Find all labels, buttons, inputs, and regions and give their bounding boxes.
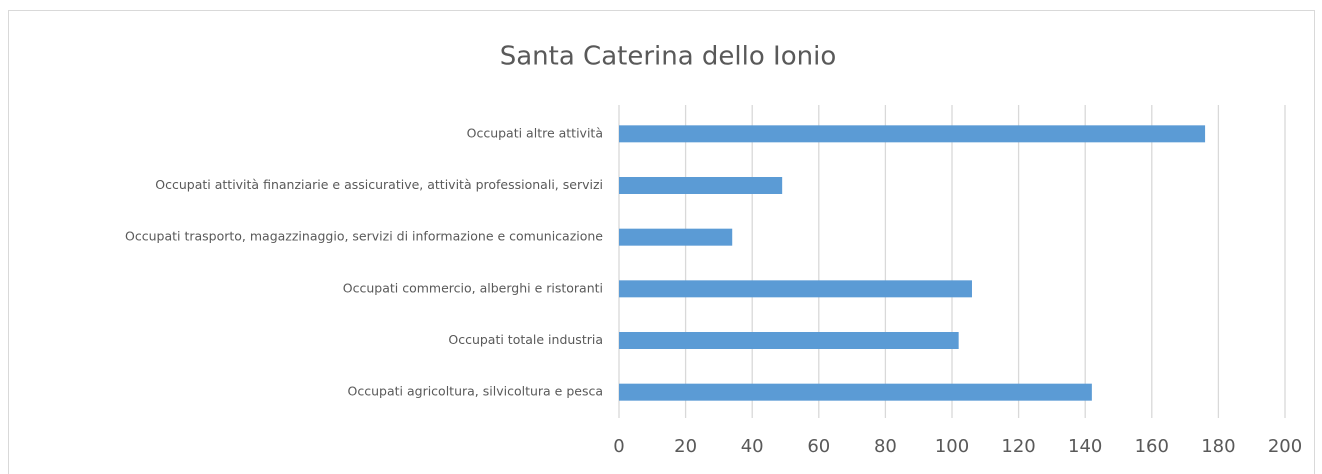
x-tick-label: 100	[935, 436, 969, 457]
y-tick-label: Occupati altre attività	[467, 125, 603, 140]
y-tick-label: Occupati attività finanziarie e assicura…	[155, 177, 603, 192]
x-tick-label: 120	[1001, 436, 1035, 457]
y-tick-label: Occupati commercio, alberghi e ristorant…	[343, 280, 603, 295]
x-tick-label: 60	[807, 436, 830, 457]
x-tick-label: 40	[741, 436, 764, 457]
x-tick-label: 200	[1268, 436, 1302, 457]
x-tick-label: 140	[1068, 436, 1102, 457]
bar	[619, 125, 1206, 143]
bar	[619, 280, 972, 298]
bar	[619, 383, 1092, 401]
y-tick-label: Occupati trasporto, magazzinaggio, servi…	[125, 229, 603, 244]
y-tick-label: Occupati totale industria	[448, 332, 603, 347]
bar	[619, 228, 733, 246]
y-tick-label: Occupati agricoltura, silvicoltura e pes…	[348, 384, 603, 399]
bar	[619, 177, 783, 194]
x-tick-label: 80	[874, 436, 897, 457]
bar	[619, 332, 959, 349]
x-tick-label: 20	[674, 436, 697, 457]
x-tick-label: 0	[613, 436, 624, 457]
x-tick-label: 180	[1201, 436, 1235, 457]
x-tick-label: 160	[1135, 436, 1169, 457]
chart-title: Santa Caterina dello Ionio	[500, 42, 836, 72]
